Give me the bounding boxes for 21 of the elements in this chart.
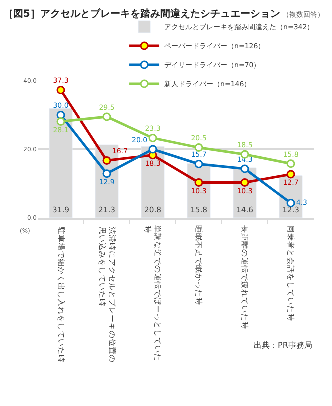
point xyxy=(148,134,158,142)
point xyxy=(102,170,112,178)
data-label: 21.3 xyxy=(98,206,116,215)
point xyxy=(194,160,204,168)
data-label: 20.8 xyxy=(144,206,162,215)
point xyxy=(56,86,66,94)
point xyxy=(56,118,66,126)
point xyxy=(240,164,250,174)
data-label: 14.6 xyxy=(236,206,254,215)
point xyxy=(286,170,296,179)
data-label: 31.9 xyxy=(52,206,70,215)
point xyxy=(102,156,112,166)
chart-title: ［図5］アクセルとブレーキを踏み間違えたシチュエーション xyxy=(3,8,280,20)
point xyxy=(194,178,204,187)
point xyxy=(102,112,112,122)
point xyxy=(148,145,158,154)
data-label: 15.8 xyxy=(190,206,208,215)
source-note: 出典：PR事務局 xyxy=(254,341,312,350)
point xyxy=(286,160,296,168)
data-label: 12.3 xyxy=(282,206,300,215)
point xyxy=(240,178,250,187)
